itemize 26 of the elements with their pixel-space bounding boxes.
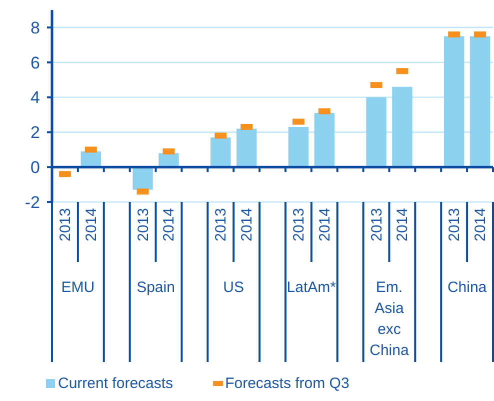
x-tick-label: 2014 bbox=[238, 208, 256, 242]
x-tick-label: 2014 bbox=[316, 208, 334, 242]
x-tick-label: 2013 bbox=[134, 208, 152, 242]
x-tick-label: 2014 bbox=[394, 208, 412, 242]
x-tick-label: 2013 bbox=[446, 208, 464, 242]
y-tick-label: -2 bbox=[24, 192, 40, 212]
x-tick-label: 2014 bbox=[160, 208, 178, 242]
text: LatAm* bbox=[286, 279, 336, 296]
x-tick-label: 2014 bbox=[472, 208, 490, 242]
x-tick-label: 2014 bbox=[82, 208, 100, 242]
y-tick-label: 2 bbox=[30, 123, 40, 142]
x-tick-label: 2013 bbox=[368, 208, 386, 242]
y-tick-label: 6 bbox=[30, 53, 40, 72]
text: Em. Asia exc China bbox=[370, 279, 410, 359]
legend-label: Forecasts from Q3 bbox=[225, 375, 350, 392]
text: EMU bbox=[61, 279, 95, 296]
y-tick-label: 4 bbox=[30, 88, 40, 108]
x-tick-label: 2013 bbox=[290, 208, 308, 242]
text: US bbox=[223, 279, 244, 296]
text: Spain bbox=[136, 279, 175, 296]
y-tick-label: 0 bbox=[30, 158, 40, 178]
x-tick-label: 2013 bbox=[56, 208, 74, 242]
legend-label: Current forecasts bbox=[58, 375, 174, 392]
y-tick-label: 8 bbox=[30, 18, 40, 38]
text: China bbox=[447, 279, 488, 296]
x-tick-label: 2013 bbox=[212, 208, 230, 242]
